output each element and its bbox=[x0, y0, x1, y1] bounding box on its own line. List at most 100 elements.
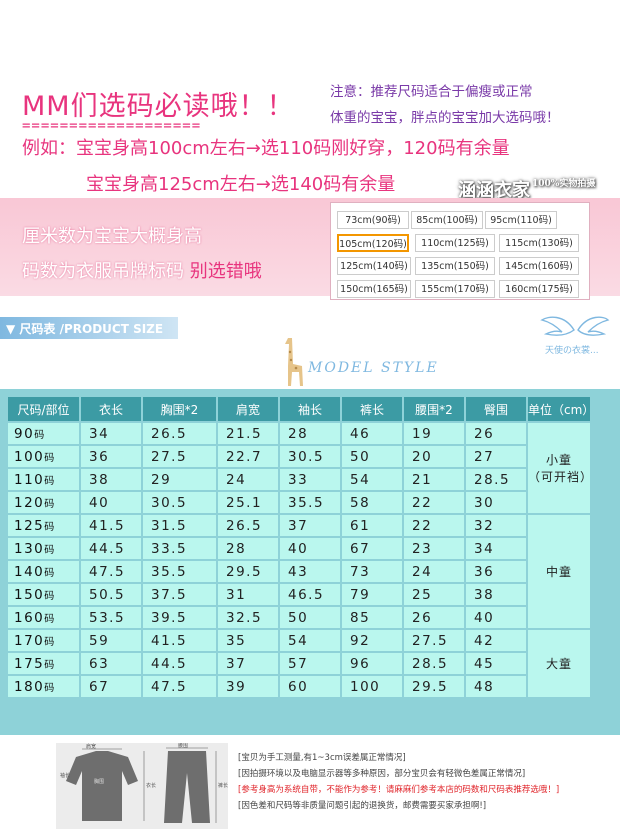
table-cell: 25.1 bbox=[218, 492, 278, 513]
table-row: 180码 67 47.5 39 60 100 29.5 48 bbox=[8, 676, 590, 697]
table-cell: 79 bbox=[342, 584, 402, 605]
angel-wings-icon bbox=[540, 310, 610, 348]
table-cell: 24 bbox=[404, 561, 464, 582]
table-cell: 35.5 bbox=[280, 492, 340, 513]
notice-line-2: 体重的宝宝，胖点的宝宝加大选码哦！ bbox=[330, 110, 560, 126]
table-cell: 50.5 bbox=[81, 584, 141, 605]
table-cell: 29 bbox=[143, 469, 216, 490]
size-code-option[interactable]: 125cm(140码) bbox=[337, 257, 411, 275]
size-cell: 90码 bbox=[8, 423, 79, 444]
brand-watermark: 涵涵衣家 100%实物拍摄 bbox=[458, 176, 595, 202]
fig-label-chest: 胸围 bbox=[94, 778, 104, 785]
table-cell: 34 bbox=[81, 423, 141, 444]
table-cell: 67 bbox=[342, 538, 402, 559]
size-cell: 170码 bbox=[8, 630, 79, 651]
table-cell: 27.5 bbox=[404, 630, 464, 651]
table-cell: 67 bbox=[81, 676, 141, 697]
notice-line-1: 注意：推荐尺码适合于偏瘦或正常 bbox=[330, 84, 533, 100]
table-cell: 29.5 bbox=[218, 561, 278, 582]
note-line-warning: [参考身高为系统自带，不能作为参考！请麻麻们参考本店的码数和尺码表推荐选哦！] bbox=[238, 785, 560, 795]
table-row: 140码 47.5 35.5 29.5 43 73 24 36 bbox=[8, 561, 590, 582]
table-cell: 63 bbox=[81, 653, 141, 674]
table-cell: 45 bbox=[466, 653, 526, 674]
table-cell: 26 bbox=[466, 423, 526, 444]
table-cell: 27.5 bbox=[143, 446, 216, 467]
pink-line-2: 码数为衣服吊牌标码 别选错哦 bbox=[22, 257, 262, 283]
size-code-option[interactable]: 135cm(150码) bbox=[415, 257, 495, 275]
measurement-figure: 肩宽 袖长 衣长 胸围 腰围 裤长 bbox=[56, 743, 228, 829]
size-table-panel: 尺码/部位 衣长 胸围*2 肩宽 袖长 裤长 腰围*2 臀围 单位（cm） 90… bbox=[0, 389, 620, 735]
table-cell: 26 bbox=[404, 607, 464, 628]
table-cell: 28.5 bbox=[404, 653, 464, 674]
size-code-option[interactable]: 115cm(130码) bbox=[499, 234, 579, 252]
size-cell: 160码 bbox=[8, 607, 79, 628]
table-row: 100码 36 27.5 22.7 30.5 50 20 27 bbox=[8, 446, 590, 467]
page-title: MM们选码必读哦！！ bbox=[22, 91, 295, 122]
size-cell: 150码 bbox=[8, 584, 79, 605]
table-cell: 30.5 bbox=[143, 492, 216, 513]
table-cell: 33 bbox=[280, 469, 340, 490]
table-cell: 23 bbox=[404, 538, 464, 559]
table-row: 150码 50.5 37.5 31 46.5 79 25 38 bbox=[8, 584, 590, 605]
size-cell: 175码 bbox=[8, 653, 79, 674]
table-cell: 42 bbox=[466, 630, 526, 651]
table-cell: 54 bbox=[342, 469, 402, 490]
table-cell: 21 bbox=[404, 469, 464, 490]
table-cell: 61 bbox=[342, 515, 402, 536]
table-cell: 22 bbox=[404, 492, 464, 513]
brand-name: 涵涵衣家 bbox=[458, 180, 530, 201]
table-cell: 48 bbox=[466, 676, 526, 697]
table-cell: 39.5 bbox=[143, 607, 216, 628]
size-cell: 130码 bbox=[8, 538, 79, 559]
table-row: 120码 40 30.5 25.1 35.5 58 22 30 bbox=[8, 492, 590, 513]
size-cell: 140码 bbox=[8, 561, 79, 582]
table-cell: 60 bbox=[280, 676, 340, 697]
size-code-option[interactable]: 95cm(110码) bbox=[485, 211, 557, 229]
section-header-label: ▼ 尺码表 /PRODUCT SIZE bbox=[6, 322, 164, 336]
table-cell: 32 bbox=[466, 515, 526, 536]
table-cell: 41.5 bbox=[143, 630, 216, 651]
size-code-option[interactable]: 110cm(125码) bbox=[415, 234, 495, 252]
table-cell: 37 bbox=[280, 515, 340, 536]
table-cell: 32.5 bbox=[218, 607, 278, 628]
table-row: 160码 53.5 39.5 32.5 50 85 26 40 bbox=[8, 607, 590, 628]
example-line-1: 例如：宝宝身高100cm左右→选110码刚好穿，120码有余量 bbox=[22, 138, 510, 159]
table-cell: 59 bbox=[81, 630, 141, 651]
column-header: 衣长 bbox=[81, 397, 141, 421]
table-cell: 53.5 bbox=[81, 607, 141, 628]
table-cell: 85 bbox=[342, 607, 402, 628]
size-code-option-selected[interactable]: 105cm(120码) bbox=[337, 234, 409, 252]
example-line-2: 宝宝身高125cm左右→选140码有余量 bbox=[86, 174, 396, 195]
fig-label-length: 衣长 bbox=[146, 782, 156, 789]
pink-line-2-warning: 别选错哦 bbox=[189, 261, 262, 282]
column-header: 尺码/部位 bbox=[8, 397, 79, 421]
size-code-option[interactable]: 145cm(160码) bbox=[499, 257, 579, 275]
table-cell: 24 bbox=[218, 469, 278, 490]
size-code-option[interactable]: 73cm(90码) bbox=[337, 211, 409, 229]
note-line: [因色差和尺码等非质量问题引起的退换货，邮费需要买家承担啊!] bbox=[238, 801, 487, 811]
table-cell: 27 bbox=[466, 446, 526, 467]
table-cell: 31.5 bbox=[143, 515, 216, 536]
size-code-option[interactable]: 150cm(165码) bbox=[337, 280, 411, 298]
note-line: [因拍摄环境以及电脑显示器等多种原因，部分宝贝会有轻微色差属正常情况] bbox=[238, 769, 526, 779]
table-cell: 36 bbox=[81, 446, 141, 467]
model-style-text: MODEL STYLE bbox=[308, 360, 439, 376]
group-small-cell: 小童 （可开裆） bbox=[528, 423, 592, 513]
table-cell: 50 bbox=[280, 607, 340, 628]
table-cell: 41.5 bbox=[81, 515, 141, 536]
table-cell: 40 bbox=[466, 607, 526, 628]
table-cell: 96 bbox=[342, 653, 402, 674]
table-cell: 28 bbox=[218, 538, 278, 559]
table-cell: 40 bbox=[280, 538, 340, 559]
table-cell: 35 bbox=[218, 630, 278, 651]
table-cell: 28.5 bbox=[466, 469, 526, 490]
size-code-option[interactable]: 85cm(100码) bbox=[411, 211, 483, 229]
table-cell: 44.5 bbox=[143, 653, 216, 674]
size-code-option[interactable]: 160cm(175码) bbox=[499, 280, 579, 298]
fig-label-sleeve: 袖长 bbox=[60, 772, 70, 779]
table-cell: 30.5 bbox=[280, 446, 340, 467]
size-cell: 100码 bbox=[8, 446, 79, 467]
group-medium-cell: 中童 bbox=[528, 515, 590, 628]
table-cell: 54 bbox=[280, 630, 340, 651]
size-code-option[interactable]: 155cm(170码) bbox=[415, 280, 495, 298]
